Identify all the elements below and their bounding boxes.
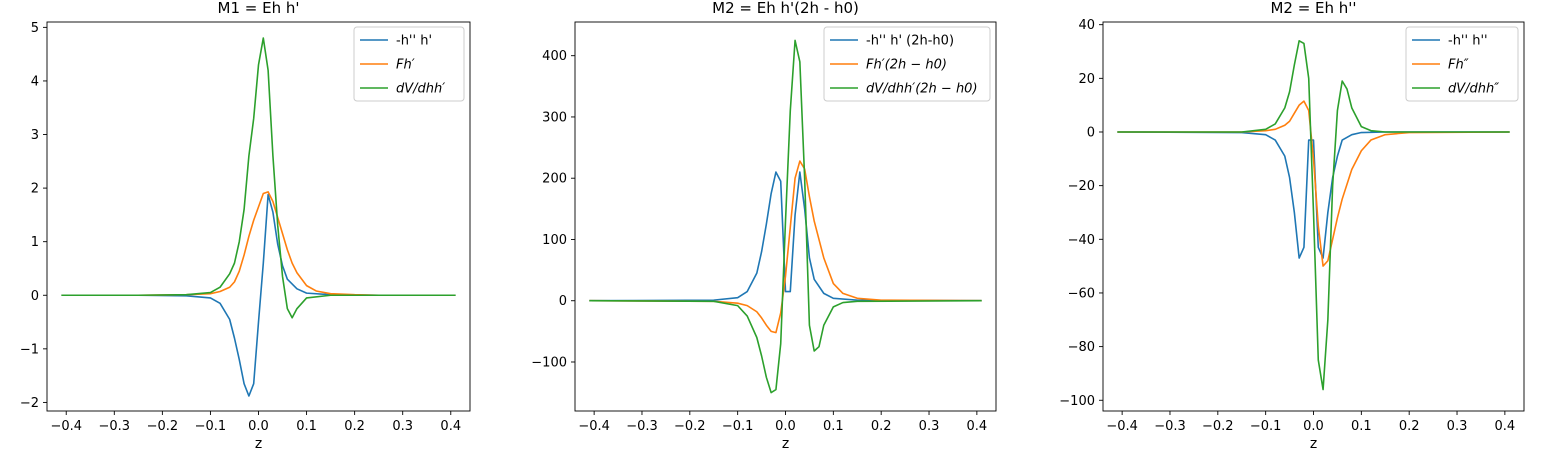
y-tick-label: −100: [531, 355, 567, 370]
x-tick-label: 0.0: [1303, 419, 1324, 434]
y-tick-label: 100: [542, 233, 567, 248]
series-line-1: [1117, 131, 1510, 259]
x-axis-label: z: [255, 436, 262, 450]
y-tick-label: −60: [1068, 286, 1095, 301]
x-tick-label: 0.2: [1399, 419, 1420, 434]
y-tick-label: 2: [31, 182, 39, 197]
x-tick-label: −0.2: [674, 419, 706, 434]
legend-label-2: Fh′(2h − h0): [866, 58, 947, 73]
series-line-1: [589, 171, 982, 302]
x-tick-label: 0.3: [1447, 419, 1468, 434]
x-tick-label: 0.0: [775, 419, 796, 434]
y-tick-label: −80: [1068, 340, 1095, 355]
x-tick-label: −0.1: [195, 419, 227, 434]
x-tick-label: −0.3: [99, 419, 131, 434]
y-tick-label: 0: [31, 289, 39, 304]
y-tick-label: 1: [31, 235, 39, 250]
x-tick-label: 0.1: [1351, 419, 1372, 434]
series-line-3: [1117, 39, 1510, 391]
y-tick-label: −1: [20, 342, 39, 357]
x-tick-label: 0.4: [1495, 419, 1516, 434]
series-line-3: [589, 39, 982, 394]
legend: -h'' h' Fh′ dV/dhh′: [353, 26, 465, 102]
legend-label-3: dV/dhh″: [1448, 82, 1499, 97]
y-tick-label: 3: [31, 128, 39, 143]
y-tick-label: 300: [542, 110, 567, 125]
x-tick-label: −0.3: [1154, 419, 1186, 434]
chart-1: M1 = Eh h' −0.4 −0.3 −0.2 −0.1 0.0 0.1 0.2 0.3 0.…: [20, 0, 471, 450]
x-tick-label: 0.1: [296, 419, 317, 434]
x-axis-label: z: [1310, 436, 1317, 450]
x-tick-label: −0.2: [147, 419, 179, 434]
legend-box: [1405, 26, 1519, 102]
x-tick-label: 0.2: [871, 419, 892, 434]
series-line-1: [61, 193, 456, 397]
legend: -h'' h' (2h-h0) Fh′(2h − h0) dV/dhh′(2h − …: [823, 26, 991, 102]
chart-title: M2 = Eh h'(2h - h0): [712, 0, 859, 17]
x-tick-label: 0.1: [823, 419, 844, 434]
legend-box: [353, 26, 465, 102]
x-tick-label: −0.2: [1202, 419, 1234, 434]
y-tick-label: 4: [31, 74, 39, 89]
legend: -h'' h'' Fh″ dV/dhh″: [1405, 26, 1519, 102]
x-tick-label: 0.3: [392, 419, 413, 434]
y-tick-label: 200: [542, 172, 567, 187]
legend-label-1: -h'' h'': [1448, 34, 1488, 49]
x-tick-label: −0.4: [578, 419, 610, 434]
x-tick-label: 0.4: [440, 419, 461, 434]
x-tick-label: 0.0: [248, 419, 269, 434]
x-tick-label: 0.4: [967, 419, 988, 434]
legend-label-1: -h'' h' (2h-h0): [866, 34, 954, 49]
legend-label-2: Fh′: [396, 58, 415, 73]
series-line-3: [61, 37, 456, 319]
y-tick-label: 20: [1078, 72, 1095, 87]
chart-title: M1 = Eh h': [218, 0, 300, 17]
chart-2: M2 = Eh h'(2h - h0) −0.4 −0.3 −0.2 −0.1 0.0 0.…: [531, 0, 997, 450]
x-tick-label: 0.3: [919, 419, 940, 434]
series-line-2: [1117, 100, 1510, 267]
chart-title: M2 = Eh h'': [1270, 0, 1356, 17]
legend-label-2: Fh″: [1448, 58, 1469, 73]
x-axis-label: z: [782, 436, 789, 450]
x-tick-label: 0.2: [344, 419, 365, 434]
x-tick-label: −0.4: [1106, 419, 1138, 434]
x-tick-label: −0.1: [722, 419, 754, 434]
x-tick-label: −0.3: [626, 419, 658, 434]
y-tick-label: −40: [1068, 233, 1095, 248]
legend-label-1: -h'' h': [396, 34, 432, 49]
y-tick-label: −2: [20, 396, 39, 411]
y-tick-label: 40: [1078, 18, 1095, 33]
legend-label-3: dV/dhh′(2h − h0): [866, 82, 978, 97]
series-line-2: [61, 191, 456, 297]
y-tick-label: 400: [542, 49, 567, 64]
legend-box: [823, 26, 991, 102]
series-line-2: [589, 160, 982, 334]
x-tick-label: −0.4: [50, 419, 82, 434]
y-tick-label: −20: [1068, 179, 1095, 194]
y-tick-label: 0: [1087, 125, 1095, 140]
x-tick-label: −0.1: [1250, 419, 1282, 434]
chart-3: M2 = Eh h'' −0.4 −0.3 −0.2 −0.1 0.0 0.1 0.2 0.3 0…: [1059, 0, 1525, 450]
y-tick-label: −100: [1059, 394, 1095, 409]
y-tick-label: 0: [559, 294, 567, 309]
legend-label-3: dV/dhh′: [396, 82, 445, 97]
y-tick-label: 5: [31, 21, 39, 36]
